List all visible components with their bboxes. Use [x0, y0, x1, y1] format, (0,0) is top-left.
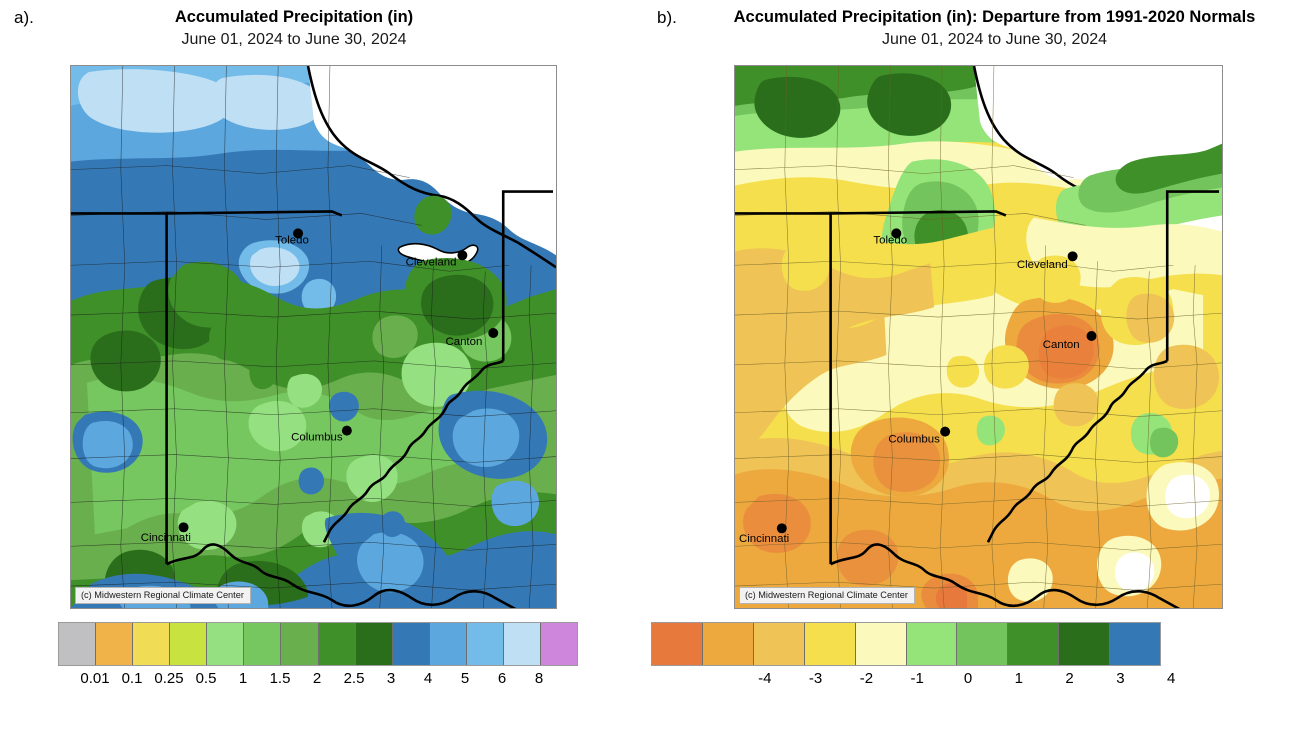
colorbar-tick-label: 0.1: [121, 670, 143, 687]
colorbar-tick-label: 2.5: [343, 670, 365, 687]
colorbar-swatch: [466, 623, 504, 665]
city-dot: [341, 425, 352, 436]
city-dot: [940, 426, 951, 437]
colorbar-tick-label: -4: [758, 670, 772, 687]
panel-a-colorbar-ticks: 0.01 0.1 0.25 0.5 1 1.5 2 2.5 3 4 5 6 8: [58, 670, 576, 692]
city-dot: [776, 523, 787, 534]
city-dot: [178, 522, 189, 533]
colorbar-swatch: [133, 623, 171, 665]
panel-a-map: Toledo Cleveland Canton Columbus Cincinnati …: [70, 65, 557, 609]
city-dot: [293, 228, 304, 239]
panel-a-colorbar: [58, 622, 578, 666]
colorbar-tick-label: 6: [497, 670, 507, 687]
city-label: Columbus: [291, 432, 343, 444]
colorbar-tick-label: 3: [386, 670, 396, 687]
colorbar-swatch: [957, 623, 1009, 665]
colorbar-swatch: [59, 623, 97, 665]
colorbar-tick-label: 2: [1065, 670, 1074, 687]
panel-b-letter: b).: [657, 8, 677, 27]
colorbar-swatch: [318, 623, 356, 665]
colorbar-tick-label: 5: [460, 670, 470, 687]
panel-a-map-svg: Toledo Cleveland Canton Columbus Cincinnati: [71, 66, 556, 608]
colorbar-tick-label: 3: [1116, 670, 1125, 687]
colorbar-swatch: [355, 623, 393, 665]
panel-b-precip-departure: b). Accumulated Precipitation (in): Depa…: [651, 0, 1302, 748]
city-dot: [1086, 331, 1097, 341]
colorbar-tick-label: 0: [963, 670, 973, 687]
colorbar-swatch: [96, 623, 134, 665]
colorbar-swatch: [392, 623, 430, 665]
panel-b-colorbar: [651, 622, 1161, 666]
colorbar-tick-label: 2: [312, 670, 322, 687]
city-label: Canton: [445, 336, 482, 348]
colorbar-swatch: [855, 623, 907, 665]
panel-b-map: Toledo Cleveland Canton Columbus Cincinnati …: [734, 65, 1223, 609]
colorbar-tick-label: -1: [910, 670, 924, 687]
city-label: Columbus: [888, 434, 940, 446]
colorbar-tick-label: 0.5: [195, 670, 217, 687]
panel-b-city-markers: Toledo Cleveland Canton Columbus Cincinnati: [739, 228, 1097, 545]
city-dot: [891, 228, 902, 239]
colorbar-tick-label: 1: [1014, 670, 1023, 687]
colorbar-swatch: [1008, 623, 1060, 665]
city-dot: [457, 250, 468, 261]
colorbar-swatch: [702, 623, 754, 665]
city-dot: [488, 328, 499, 338]
colorbar-tick-label: -2: [859, 670, 874, 687]
colorbar-swatch: [503, 623, 542, 665]
panel-a-attribution: (c) Midwestern Regional Climate Center: [75, 587, 251, 604]
colorbar-tick-label: 1.5: [269, 670, 291, 687]
colorbar-tick-label: 1: [238, 670, 248, 687]
panel-b-map-svg: Toledo Cleveland Canton Columbus Cincinnati: [735, 66, 1222, 608]
panel-a-title: Accumulated Precipitation (in): [174, 8, 414, 26]
colorbar-swatch: [207, 623, 245, 665]
colorbar-tick-label: 4: [1167, 670, 1176, 687]
city-label: Toledo: [873, 234, 907, 246]
colorbar-tick-label: 0.25: [154, 670, 184, 687]
city-dot: [1067, 251, 1078, 262]
colorbar-swatch: [244, 623, 282, 665]
colorbar-swatch: [753, 623, 805, 665]
colorbar-swatch: [804, 623, 856, 665]
colorbar-swatch: [429, 623, 467, 665]
city-label: Cincinnati: [141, 532, 191, 544]
colorbar-swatch: [541, 623, 578, 665]
panel-b-attribution: (c) Midwestern Regional Climate Center: [739, 587, 915, 604]
colorbar-swatch: [906, 623, 958, 665]
colorbar-tick-label: 4: [423, 670, 433, 687]
colorbar-swatch: [652, 623, 703, 665]
colorbar-tick-label: 0.01: [80, 670, 110, 687]
colorbar-tick-label: -3: [808, 670, 823, 687]
panel-b-title: Accumulated Precipitation (in): Departur…: [733, 8, 1256, 26]
panel-b-colorbar-ticks: -4 -3 -2 -1 0 1 2 3 4: [714, 670, 1222, 692]
colorbar-swatch: [281, 623, 319, 665]
city-label: Canton: [1043, 339, 1080, 351]
city-label: Cleveland: [1017, 259, 1068, 271]
colorbar-swatch: [1059, 623, 1111, 665]
city-label: Toledo: [275, 234, 309, 246]
panel-a-letter: a).: [14, 8, 34, 27]
colorbar-tick-label: 8: [534, 670, 544, 687]
panel-a-city-markers: Toledo Cleveland Canton Columbus Cincinnati: [141, 228, 499, 544]
panel-a-subtitle: June 01, 2024 to June 30, 2024: [181, 31, 407, 48]
colorbar-swatch: [170, 623, 208, 665]
colorbar-swatch: [1110, 623, 1161, 665]
panel-b-subtitle: June 01, 2024 to June 30, 2024: [881, 31, 1108, 48]
city-label: Cleveland: [406, 256, 457, 268]
city-label: Cincinnati: [739, 533, 789, 545]
panel-a-accumulated-precipitation: a). Accumulated Precipitation (in) June …: [14, 8, 578, 692]
